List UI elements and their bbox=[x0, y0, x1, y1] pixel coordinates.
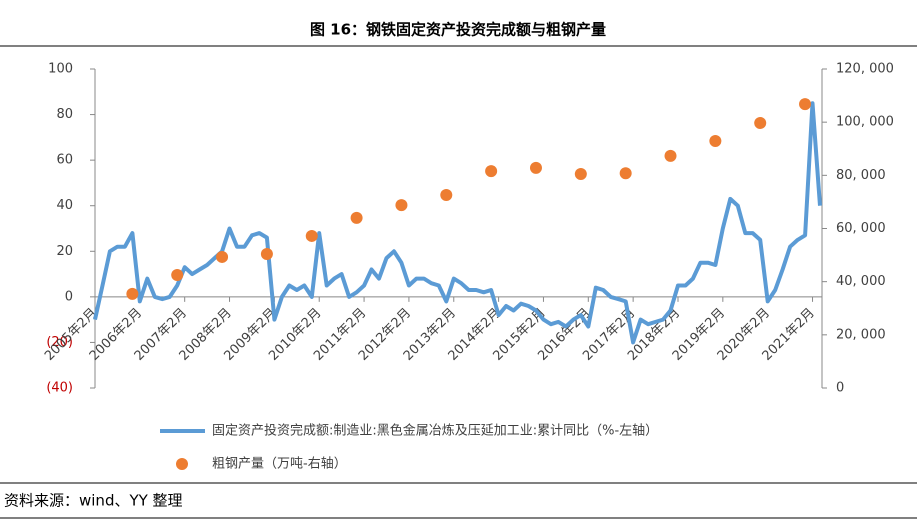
y2-tick-label: 100, 000 bbox=[836, 115, 894, 130]
y-tick-label: 20 bbox=[56, 244, 73, 259]
y2-tick-label: 120, 000 bbox=[836, 62, 894, 77]
y-tick-label: 100 bbox=[48, 62, 73, 77]
y-tick-label: (20) bbox=[46, 335, 73, 350]
y2-tick-label: 40, 000 bbox=[836, 274, 886, 289]
scatter-point bbox=[171, 269, 184, 282]
scatter-point bbox=[529, 161, 542, 174]
y2-tick-label: 0 bbox=[836, 381, 844, 396]
scatter-point bbox=[619, 167, 632, 180]
scatter-point bbox=[485, 165, 498, 178]
scatter-point bbox=[395, 199, 408, 212]
y-tick-label: (40) bbox=[46, 381, 73, 396]
legend-label: 固定资产投资完成额:制造业:黑色金属冶炼及压延加工业:累计同比（%-左轴） bbox=[212, 423, 658, 439]
scatter-point bbox=[126, 287, 139, 300]
scatter-point bbox=[799, 98, 812, 111]
y-tick-label: 80 bbox=[56, 107, 73, 122]
scatter-point bbox=[216, 250, 229, 263]
scatter-point bbox=[260, 248, 273, 261]
line-series bbox=[93, 101, 822, 345]
legend-label: 粗钢产量（万吨-右轴） bbox=[212, 457, 347, 472]
chart-title: 图 16：钢铁固定资产投资完成额与粗钢产量 bbox=[310, 21, 606, 39]
scatter-point bbox=[574, 168, 587, 181]
y2-tick-label: 80, 000 bbox=[836, 168, 886, 183]
y-tick-label: 0 bbox=[65, 289, 73, 304]
scatter-point bbox=[664, 149, 677, 162]
legend-swatch bbox=[176, 458, 188, 470]
source: 资料来源：wind、YY 整理 bbox=[4, 492, 183, 510]
y2-tick-label: 20, 000 bbox=[836, 327, 886, 342]
scatter-point bbox=[305, 229, 318, 242]
scatter-point bbox=[350, 211, 363, 224]
scatter-point bbox=[754, 116, 767, 129]
scatter-point bbox=[440, 189, 453, 202]
scatter-point bbox=[709, 135, 722, 148]
y-tick-label: 60 bbox=[56, 153, 73, 168]
y2-tick-label: 60, 000 bbox=[836, 221, 886, 236]
y-tick-label: 40 bbox=[56, 198, 73, 213]
